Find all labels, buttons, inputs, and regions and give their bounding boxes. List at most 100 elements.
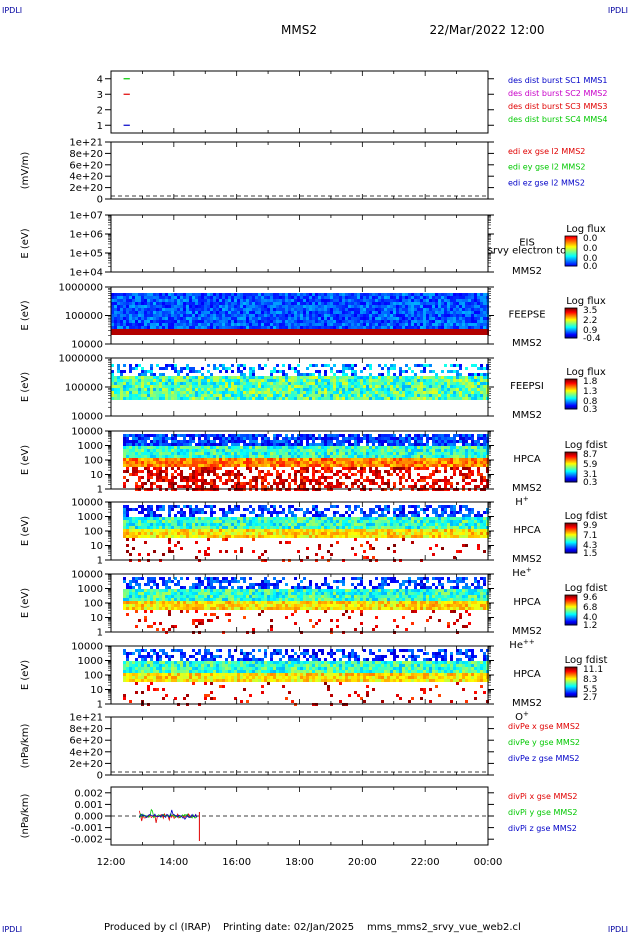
spectrogram-cell	[453, 370, 456, 373]
spectrogram-cell	[291, 311, 294, 314]
spectrogram-cell	[387, 308, 390, 311]
spectrogram-cell	[429, 326, 432, 329]
spectrogram-cell	[135, 470, 138, 473]
spectrogram-cell	[138, 449, 141, 452]
spectrogram-cell	[144, 293, 147, 296]
spectrogram-cell	[435, 302, 438, 305]
spectrogram-cell	[141, 458, 144, 461]
spectrogram-cell	[189, 308, 192, 311]
spectrogram-cell	[195, 329, 198, 332]
y-tick-label: 6e+20	[69, 160, 103, 171]
spectrogram-cell	[399, 440, 402, 443]
spectrogram-cell	[321, 320, 324, 323]
spectrogram-cell	[165, 367, 168, 370]
spectrogram-cell	[180, 317, 183, 320]
spectrogram-cell	[246, 332, 249, 335]
spectrogram-cell	[129, 443, 132, 446]
spectrogram-cell	[354, 397, 357, 400]
spectrogram-cell	[381, 434, 384, 437]
spectrogram-cell	[453, 293, 456, 296]
spectrogram-cell	[294, 302, 297, 305]
spectrogram-cell	[132, 452, 135, 455]
spectrogram-cell	[360, 446, 363, 449]
spectrogram-cell	[450, 302, 453, 305]
spectrogram-cell	[468, 305, 471, 308]
spectrogram-cell	[315, 332, 318, 335]
spectrogram-cell	[189, 382, 192, 385]
spectrogram-cell	[249, 299, 252, 302]
spectrogram-cell	[318, 446, 321, 449]
spectrogram-cell	[387, 293, 390, 296]
spectrogram-cell	[159, 388, 162, 391]
spectrogram-cell	[318, 305, 321, 308]
spectrogram-cell	[210, 382, 213, 385]
spectrogram-cell	[216, 443, 219, 446]
spectrogram-cell	[291, 479, 294, 482]
spectrogram-cell	[225, 464, 228, 467]
spectrogram-cell	[417, 452, 420, 455]
spectrogram-cell	[471, 329, 474, 332]
spectrogram-cell	[438, 385, 441, 388]
spectrogram-cell	[396, 299, 399, 302]
spectrogram-cell	[378, 443, 381, 446]
spectrogram-cell	[165, 479, 168, 482]
spectrogram-cell	[273, 397, 276, 400]
spectrogram-cell	[177, 385, 180, 388]
spectrogram-cell	[363, 317, 366, 320]
spectrogram-cell	[132, 302, 135, 305]
spectrogram-cell	[147, 443, 150, 446]
spectrogram-cell	[378, 440, 381, 443]
spectrogram-cell	[474, 308, 477, 311]
y-tick-label: 1e+04	[69, 268, 103, 279]
spectrogram-cell	[252, 308, 255, 311]
spectrogram-cell	[396, 320, 399, 323]
spectrogram-cell	[234, 437, 237, 440]
spectrogram-cell	[351, 296, 354, 299]
spectrogram-cell	[276, 458, 279, 461]
spectrogram-cell	[345, 364, 348, 367]
spectrogram-cell	[270, 293, 273, 296]
spectrogram-cell	[393, 311, 396, 314]
spectrogram-cell	[282, 479, 285, 482]
spectrogram-cell	[234, 320, 237, 323]
spectrogram-cell	[426, 305, 429, 308]
spectrogram-cell	[372, 308, 375, 311]
spectrogram-cell	[210, 302, 213, 305]
spectrogram-cell	[339, 326, 342, 329]
spectrogram-cell	[402, 443, 405, 446]
spectrogram-cell	[204, 299, 207, 302]
spectrogram-cell	[183, 461, 186, 464]
spectrogram-cell	[363, 467, 366, 470]
spectrogram-cell	[366, 379, 369, 382]
spectrogram-cell	[210, 376, 213, 379]
spectrogram-cell	[201, 434, 204, 437]
spectrogram-cell	[375, 320, 378, 323]
spectrogram-cell	[351, 332, 354, 335]
spectrogram-cell	[276, 382, 279, 385]
spectrogram-cell	[249, 455, 252, 458]
spectrogram-cell	[180, 308, 183, 311]
spectrogram-cell	[231, 455, 234, 458]
spectrogram-cell	[402, 332, 405, 335]
spectrogram-cell	[303, 485, 306, 488]
spectrogram-cell	[159, 302, 162, 305]
spectrogram-cell	[474, 379, 477, 382]
spectrogram-cell	[165, 455, 168, 458]
spectrogram-cell	[207, 308, 210, 311]
spectrogram-cell	[195, 464, 198, 467]
spectrogram-cell	[330, 293, 333, 296]
spectrogram-cell	[228, 394, 231, 397]
spectrogram-cell	[258, 305, 261, 308]
spectrogram-cell	[306, 385, 309, 388]
spectrogram-cell	[315, 397, 318, 400]
spectrogram-cell	[177, 314, 180, 317]
spectrogram-cell	[213, 308, 216, 311]
spectrogram-cell	[372, 332, 375, 335]
spectrogram-cell	[393, 364, 396, 367]
spectrogram-cell	[249, 376, 252, 379]
spectrogram-cell	[198, 379, 201, 382]
spectrogram-cell	[306, 379, 309, 382]
spectrogram-cell	[186, 388, 189, 391]
spectrogram-cell	[186, 311, 189, 314]
spectrogram-cell	[144, 329, 147, 332]
